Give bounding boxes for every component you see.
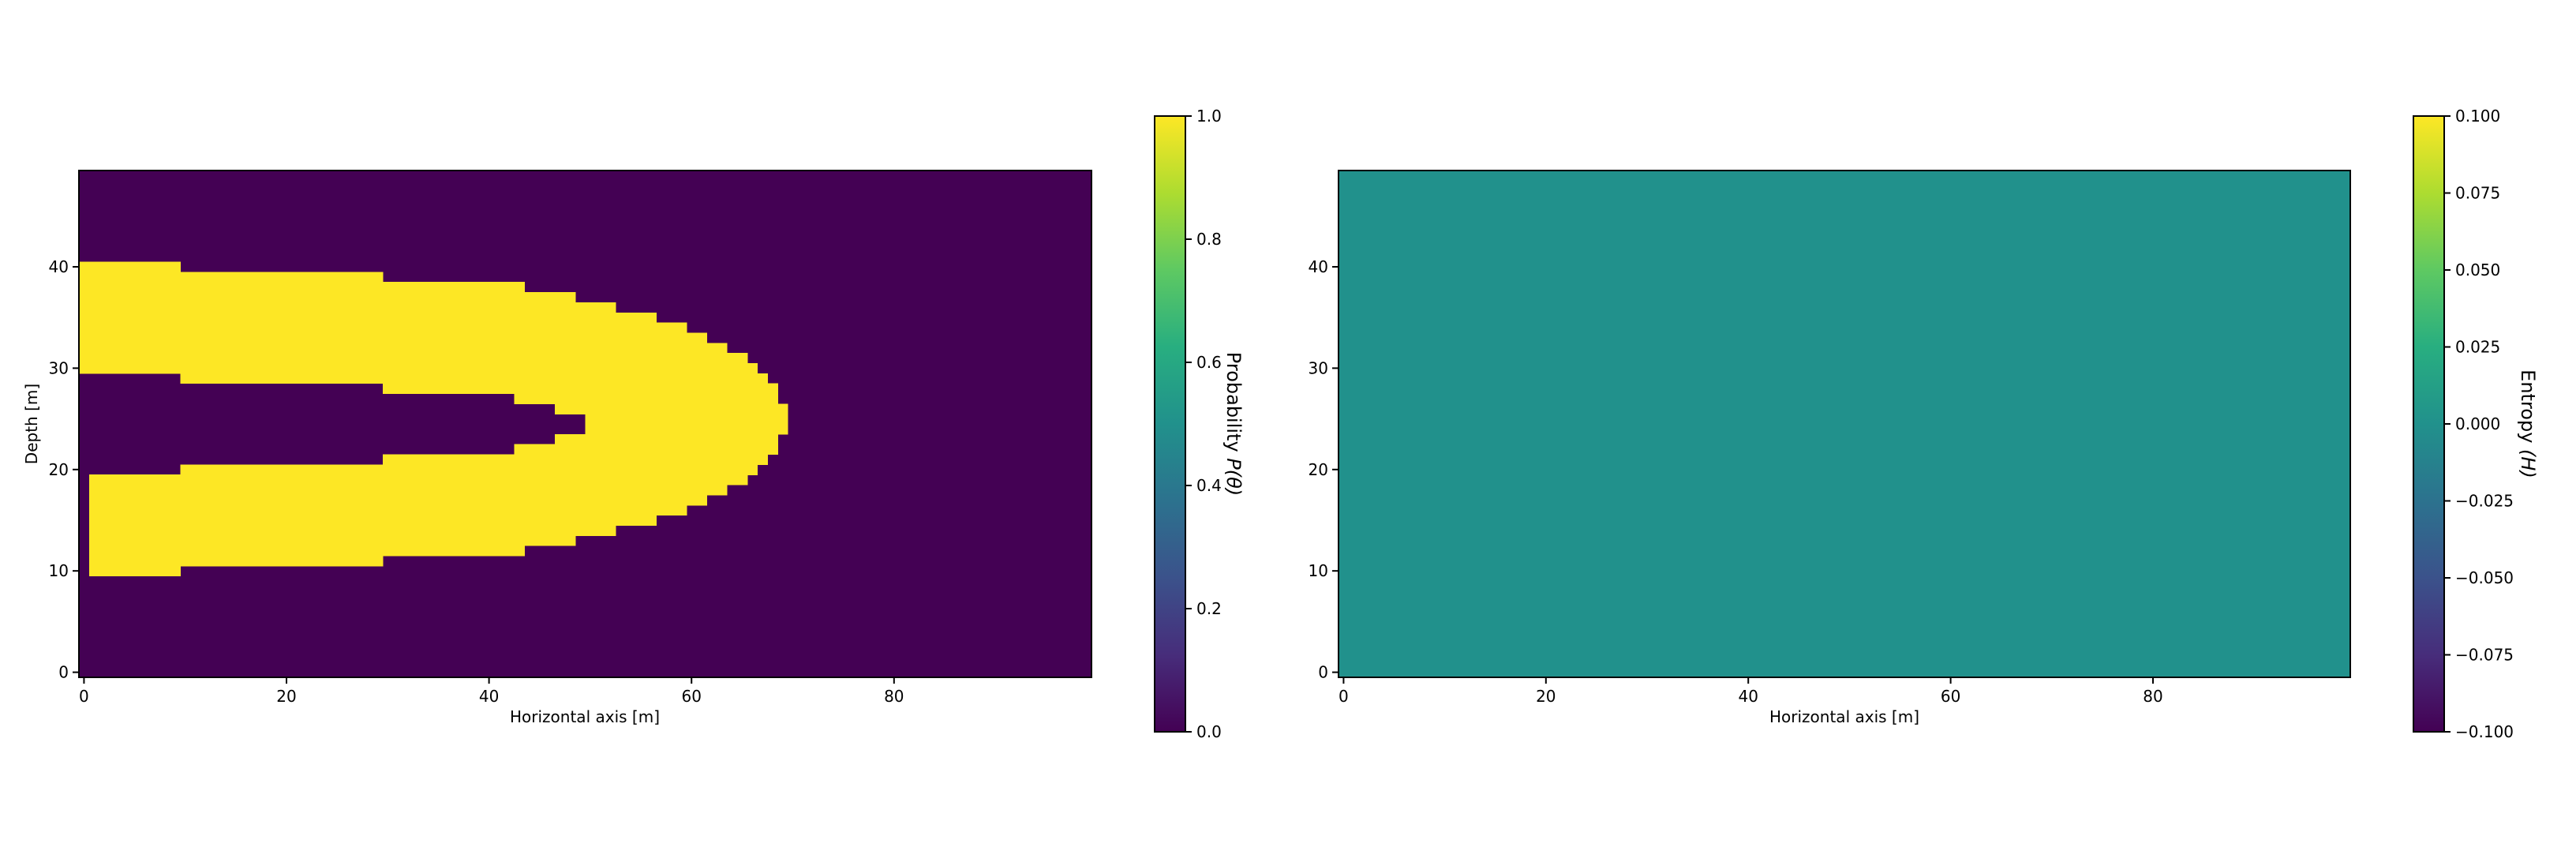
probability-heatmap-cells xyxy=(79,261,788,577)
entropy-colorbar-tick-label: −0.075 xyxy=(2455,646,2514,665)
probability-heatmap-cell xyxy=(88,504,687,516)
entropy-colorbar-tick-label: 0.000 xyxy=(2455,414,2500,433)
entropy-colorbar-gradient xyxy=(2413,115,2445,733)
probability-heatmap-cell xyxy=(88,535,576,546)
entropy-panel: 0 20 40 60 80 0 10 20 30 40 Horizontal axis [m] xyxy=(1309,170,2351,726)
entropy-y-ticks: 0 10 20 30 40 xyxy=(1309,257,1339,682)
entropy-x-tick-label: 80 xyxy=(2143,687,2162,706)
entropy-colorbar-tick-label: −0.100 xyxy=(2455,722,2514,741)
probability-colorbar-tick-label: 0.0 xyxy=(1196,722,1222,741)
probability-x-tick-label: 20 xyxy=(276,687,296,706)
probability-heatmap-cell xyxy=(382,454,769,465)
probability-heatmap-cell xyxy=(88,545,526,557)
probability-heatmap-cell xyxy=(555,433,778,445)
probability-x-tick-label: 0 xyxy=(79,687,89,706)
entropy-colorbar-tick-label: −0.050 xyxy=(2455,568,2514,587)
entropy-heatmap xyxy=(1339,171,2350,677)
probability-y-axis-label: Depth [m] xyxy=(22,384,41,464)
probability-x-tick-label: 80 xyxy=(884,687,904,706)
entropy-y-tick-label: 20 xyxy=(1309,460,1328,479)
probability-colorbar-tick-label: 0.4 xyxy=(1196,476,1222,495)
probability-heatmap-cell xyxy=(514,393,778,404)
probability-y-ticks: 0 10 20 30 40 xyxy=(49,257,79,682)
probability-heatmap-cell xyxy=(88,565,181,577)
entropy-colorbar-ticks: −0.100 −0.075 −0.050 −0.025 0.000 0.025 0.050 0… xyxy=(2444,107,2514,741)
entropy-colorbar-label: Entropy (H) xyxy=(2517,369,2539,478)
probability-heatmap-cell xyxy=(79,322,687,334)
probability-heatmap-cell xyxy=(79,272,384,283)
entropy-colorbar: −0.100 −0.075 −0.050 −0.025 0.000 0.025 0.050 0… xyxy=(2413,107,2539,741)
entropy-y-tick-label: 0 xyxy=(1318,663,1328,682)
entropy-colorbar-tick-label: 0.100 xyxy=(2455,107,2500,126)
probability-heatmap-cell xyxy=(88,494,708,506)
probability-heatmap-cell xyxy=(382,383,778,395)
probability-colorbar-tick-label: 1.0 xyxy=(1196,107,1222,126)
probability-heatmap-cell xyxy=(555,403,788,414)
entropy-x-ticks: 0 20 40 60 80 xyxy=(1339,677,2163,706)
entropy-x-tick-label: 20 xyxy=(1536,687,1556,706)
entropy-plot-frame xyxy=(1338,170,2351,678)
probability-y-tick-label: 10 xyxy=(49,561,69,580)
probability-heatmap-cell xyxy=(88,515,657,526)
entropy-colorbar-tick-label: 0.025 xyxy=(2455,338,2500,357)
probability-heatmap-cell xyxy=(180,464,758,475)
probability-x-tick-label: 60 xyxy=(681,687,701,706)
probability-colorbar-label: Probability P(θ) xyxy=(1222,352,1245,496)
probability-plot-frame xyxy=(78,170,1092,678)
probability-x-ticks: 0 20 40 60 80 xyxy=(79,677,904,706)
probability-heatmap-cell xyxy=(79,332,708,343)
entropy-colorbar-tick-label: 0.050 xyxy=(2455,261,2500,279)
probability-heatmap-cell xyxy=(88,555,384,567)
probability-y-tick-label: 40 xyxy=(49,257,69,276)
probability-heatmap-cell xyxy=(79,282,526,293)
probability-x-axis-label: Horizontal axis [m] xyxy=(510,707,660,726)
entropy-colorbar-tick-label: 0.075 xyxy=(2455,184,2500,203)
probability-heatmap-cell xyxy=(79,312,657,324)
entropy-y-tick-label: 30 xyxy=(1309,358,1328,377)
probability-heatmap-cell xyxy=(180,373,769,384)
probability-heatmap-cell xyxy=(514,444,778,455)
probability-x-tick-label: 40 xyxy=(479,687,499,706)
probability-y-tick-label: 20 xyxy=(49,460,69,479)
entropy-x-tick-label: 60 xyxy=(1941,687,1960,706)
probability-colorbar-tick-label: 0.8 xyxy=(1196,230,1222,249)
probability-colorbar-tick-label: 0.6 xyxy=(1196,353,1222,372)
probability-heatmap-cell xyxy=(79,261,181,272)
entropy-x-tick-label: 40 xyxy=(1738,687,1758,706)
probability-y-tick-label: 0 xyxy=(58,663,69,682)
probability-heatmap-cell xyxy=(79,353,748,364)
probability-colorbar-ticks: 0.0 0.2 0.4 0.6 0.8 1.0 xyxy=(1185,107,1222,741)
probability-colorbar: 0.0 0.2 0.4 0.6 0.8 1.0 Probability P(θ) xyxy=(1154,107,1245,741)
probability-heatmap-cell xyxy=(88,525,616,536)
probability-colorbar-tick-label: 0.2 xyxy=(1196,599,1222,618)
probability-heatmap-cell xyxy=(79,292,576,303)
probability-heatmap-cell xyxy=(88,474,748,485)
probability-colorbar-gradient xyxy=(1154,115,1186,733)
probability-heatmap-cell xyxy=(585,424,788,435)
probability-heatmap-cell xyxy=(88,485,728,496)
probability-y-tick-label: 30 xyxy=(49,358,69,377)
probability-heatmap-cell xyxy=(79,343,728,354)
probability-heatmap-cell xyxy=(79,302,616,313)
entropy-x-tick-label: 0 xyxy=(1339,687,1349,706)
entropy-x-axis-label: Horizontal axis [m] xyxy=(1769,707,1919,726)
probability-heatmap-cell xyxy=(585,414,788,425)
probability-heatmap-cell xyxy=(79,362,758,374)
entropy-y-tick-label: 10 xyxy=(1309,561,1328,580)
entropy-y-tick-label: 40 xyxy=(1309,257,1328,276)
entropy-colorbar-tick-label: −0.025 xyxy=(2455,492,2514,511)
